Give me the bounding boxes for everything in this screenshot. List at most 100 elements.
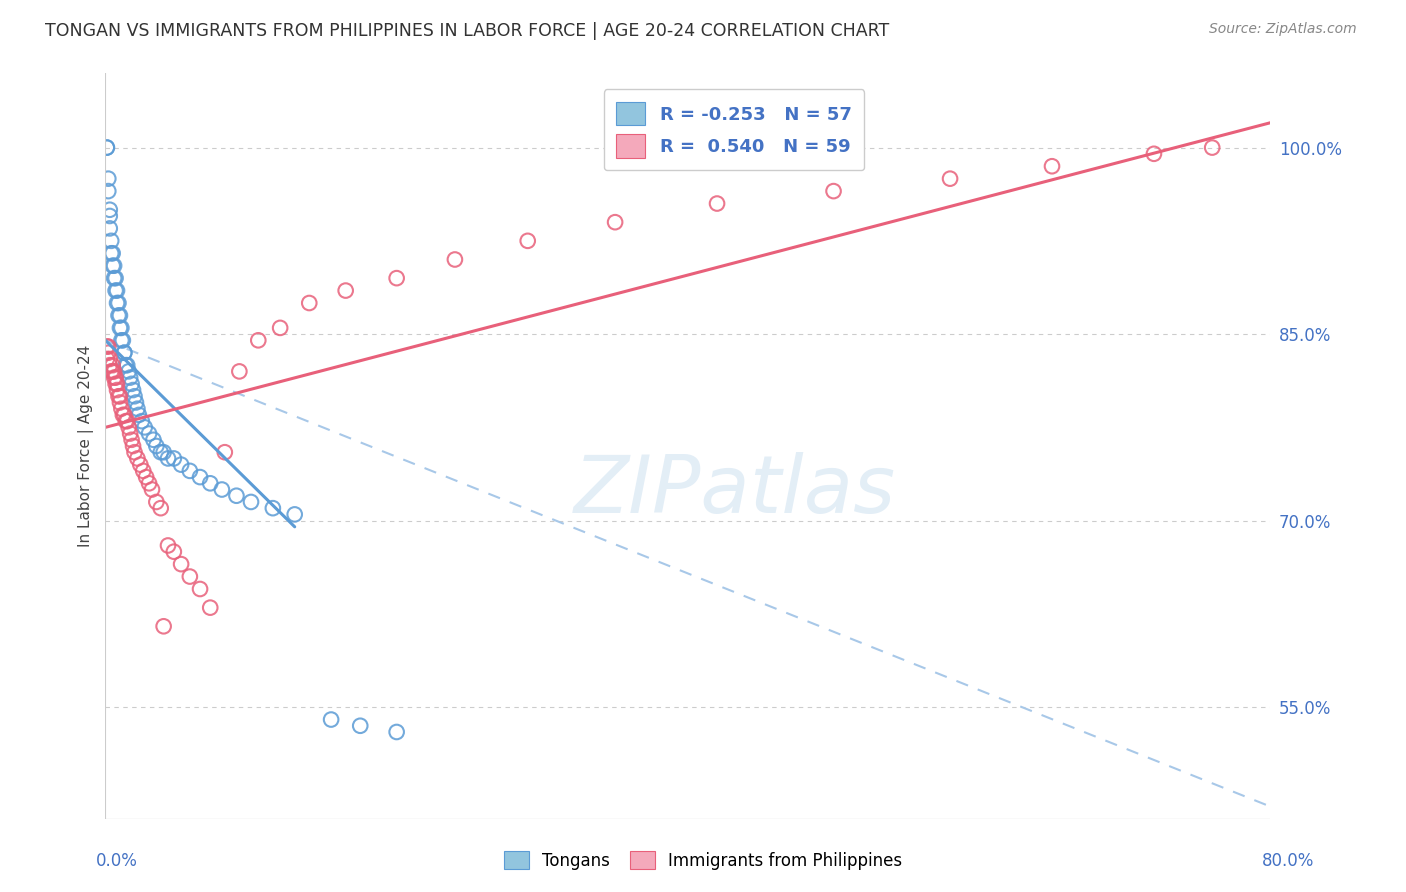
Point — [101, 246, 124, 260]
Point — [104, 271, 127, 285]
Point — [163, 451, 186, 466]
Point — [98, 221, 121, 235]
Point — [170, 557, 193, 571]
Point — [100, 234, 122, 248]
Point — [200, 600, 222, 615]
Point — [120, 370, 142, 384]
Point — [141, 483, 163, 497]
Point — [100, 364, 122, 378]
Point — [103, 370, 125, 384]
Point — [98, 351, 121, 366]
Point — [349, 719, 371, 733]
Point — [98, 202, 121, 217]
Point — [321, 713, 343, 727]
Point — [132, 464, 155, 478]
Point — [97, 184, 120, 198]
Point — [603, 215, 626, 229]
Point — [163, 544, 186, 558]
Point — [149, 501, 172, 516]
Point — [103, 364, 125, 378]
Point — [156, 451, 179, 466]
Point — [121, 376, 143, 391]
Point — [121, 433, 143, 447]
Point — [96, 140, 118, 154]
Point — [120, 426, 142, 441]
Point — [131, 414, 153, 428]
Point — [134, 420, 156, 434]
Point — [105, 383, 128, 397]
Point — [122, 383, 145, 397]
Point — [1201, 140, 1223, 154]
Point — [118, 420, 141, 434]
Point — [111, 334, 134, 348]
Point — [127, 401, 149, 416]
Legend: R = -0.253   N = 57, R =  0.540   N = 59: R = -0.253 N = 57, R = 0.540 N = 59 — [603, 89, 865, 170]
Point — [170, 458, 193, 472]
Point — [105, 376, 128, 391]
Point — [104, 376, 127, 391]
Point — [115, 358, 138, 372]
Point — [107, 389, 129, 403]
Point — [138, 426, 160, 441]
Point — [114, 358, 136, 372]
Point — [103, 259, 125, 273]
Point — [96, 339, 118, 353]
Point — [188, 582, 211, 596]
Point — [97, 339, 120, 353]
Point — [110, 334, 132, 348]
Point — [214, 445, 236, 459]
Point — [108, 309, 131, 323]
Point — [228, 364, 250, 378]
Y-axis label: In Labor Force | Age 20-24: In Labor Force | Age 20-24 — [79, 345, 94, 547]
Point — [111, 408, 134, 422]
Point — [101, 259, 124, 273]
Point — [138, 476, 160, 491]
Point — [112, 345, 135, 359]
Point — [1040, 159, 1063, 173]
Point — [105, 284, 128, 298]
Point — [107, 296, 129, 310]
Point — [156, 539, 179, 553]
Point — [129, 458, 152, 472]
Text: ZIPatlas: ZIPatlas — [574, 451, 896, 530]
Point — [188, 470, 211, 484]
Point — [269, 321, 291, 335]
Point — [98, 358, 121, 372]
Point — [125, 395, 148, 409]
Point — [101, 358, 124, 372]
Point — [108, 395, 131, 409]
Point — [128, 408, 150, 422]
Point — [96, 140, 118, 154]
Point — [385, 271, 408, 285]
Point — [112, 345, 135, 359]
Text: TONGAN VS IMMIGRANTS FROM PHILIPPINES IN LABOR FORCE | AGE 20-24 CORRELATION CHA: TONGAN VS IMMIGRANTS FROM PHILIPPINES IN… — [45, 22, 889, 40]
Point — [1143, 146, 1166, 161]
Point — [110, 401, 132, 416]
Point — [104, 284, 127, 298]
Point — [105, 296, 128, 310]
Point — [179, 464, 201, 478]
Point — [149, 445, 172, 459]
Point — [114, 414, 136, 428]
Legend: Tongans, Immigrants from Philippines: Tongans, Immigrants from Philippines — [496, 845, 910, 877]
Point — [145, 495, 167, 509]
Point — [115, 414, 138, 428]
Point — [101, 364, 124, 378]
Point — [335, 284, 357, 298]
Point — [108, 321, 131, 335]
Point — [179, 569, 201, 583]
Point — [823, 184, 845, 198]
Point — [97, 171, 120, 186]
Point — [939, 171, 962, 186]
Point — [110, 321, 132, 335]
Point — [135, 470, 157, 484]
Point — [211, 483, 233, 497]
Point — [516, 234, 538, 248]
Point — [107, 309, 129, 323]
Point — [98, 209, 121, 223]
Point — [122, 439, 145, 453]
Point — [96, 351, 118, 366]
Point — [152, 619, 174, 633]
Point — [706, 196, 728, 211]
Point — [444, 252, 467, 267]
